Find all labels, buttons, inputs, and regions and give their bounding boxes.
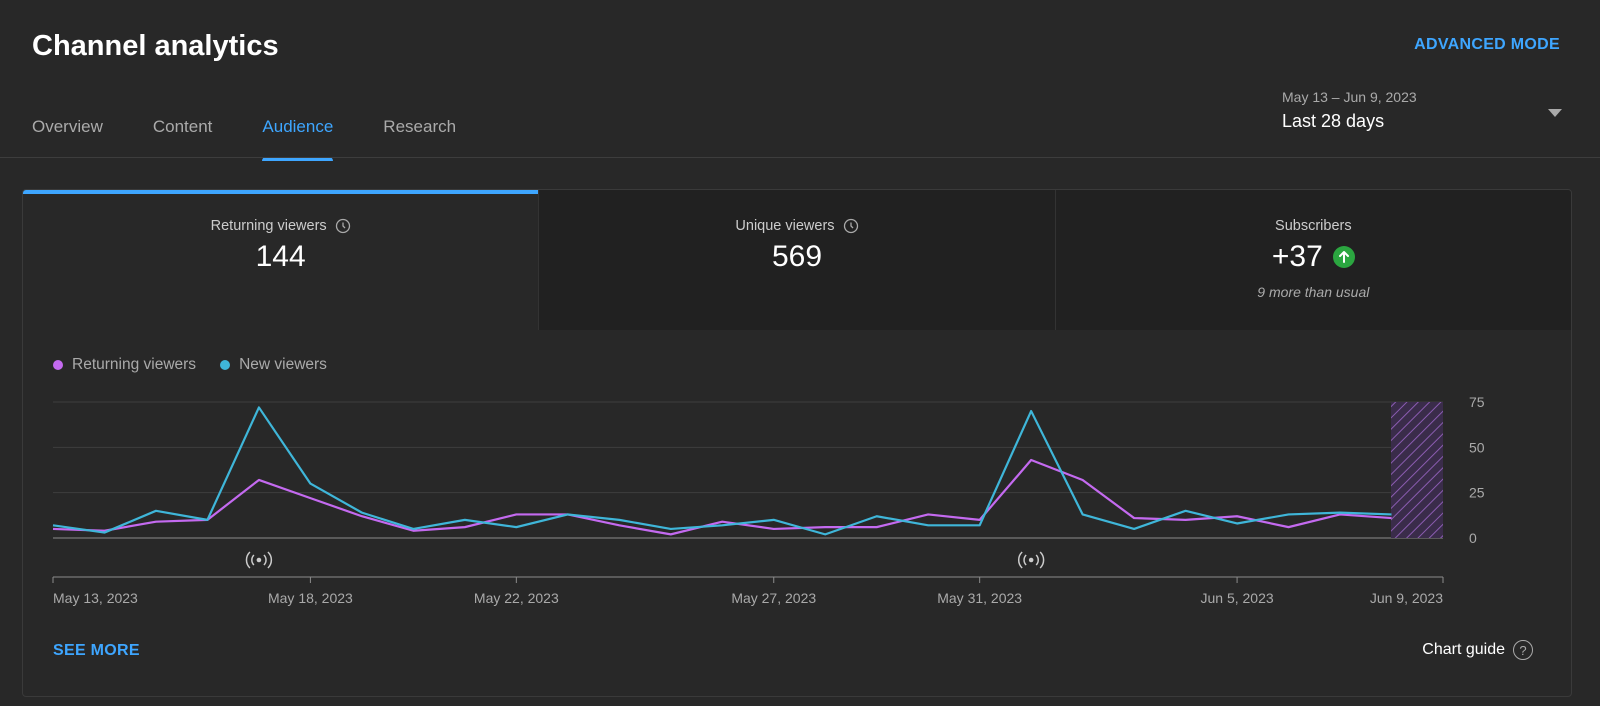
metric-label: Unique viewers <box>735 218 835 234</box>
y-tick-label: 75 <box>1469 394 1485 410</box>
x-tick-label: May 31, 2023 <box>937 590 1022 606</box>
x-tick-label: May 13, 2023 <box>53 590 138 606</box>
series-line-new-viewers <box>52 406 1392 536</box>
analytics-tabs: Overview Content Audience Research <box>32 117 506 161</box>
metric-value: 144 <box>255 240 306 273</box>
tab-research[interactable]: Research <box>383 117 457 136</box>
chart-guide-button[interactable]: Chart guide ? <box>1422 640 1533 660</box>
x-tick-label: Jun 5, 2023 <box>1200 590 1273 606</box>
legend-item-new: New viewers <box>220 356 327 374</box>
metric-label: Returning viewers <box>210 218 327 234</box>
legend-item-returning: Returning viewers <box>53 356 196 374</box>
date-range-dropdown[interactable]: May 13 – Jun 9, 2023 Last 28 days <box>1282 89 1562 132</box>
live-stream-icon[interactable] <box>1018 551 1045 569</box>
date-range-label: Last 28 days <box>1282 111 1385 131</box>
page-title: Channel analytics <box>32 30 279 62</box>
metric-unique-viewers[interactable]: Unique viewers 569 <box>538 190 1055 330</box>
y-tick-label: 25 <box>1469 485 1485 501</box>
chart-guide-label: Chart guide <box>1422 641 1505 658</box>
arrow-up-icon <box>1332 246 1355 268</box>
legend-label: Returning viewers <box>72 356 197 373</box>
viewers-line-chart[interactable]: 0 25 50 75 May 13, 2023 May 18, 2023 May 22, 2… <box>23 190 1571 630</box>
tab-content[interactable]: Content <box>152 117 213 136</box>
metric-value: 569 <box>771 240 823 273</box>
x-tick-label: May 27, 2023 <box>731 590 816 606</box>
clock-icon <box>843 218 858 234</box>
see-more-button[interactable]: SEE MORE <box>53 642 140 659</box>
metric-tabs: Returning viewers 144 Unique viewers 569… <box>23 190 1571 330</box>
audience-card: Returning viewers 144 Unique viewers 569… <box>22 189 1572 697</box>
legend-dot <box>53 360 63 370</box>
metric-returning-viewers[interactable]: Returning viewers 144 <box>23 190 539 330</box>
clock-icon <box>335 218 350 234</box>
y-tick-label: 0 <box>1469 530 1477 546</box>
x-tick-label: May 22, 2023 <box>474 590 559 606</box>
x-tick-label: May 18, 2023 <box>268 590 353 606</box>
series-line-returning-viewers <box>52 458 1392 536</box>
legend-dot <box>220 360 231 370</box>
metric-value: +37 <box>1271 240 1323 273</box>
date-range-dates: May 13 – Jun 9, 2023 <box>1282 89 1417 105</box>
metric-label: Subscribers <box>1275 218 1352 234</box>
help-icon: ? <box>1513 640 1533 660</box>
tab-audience[interactable]: Audience <box>262 117 333 161</box>
legend-label: New viewers <box>239 356 327 373</box>
metric-subscribers[interactable]: Subscribers +37 9 more than usual <box>1054 190 1571 330</box>
chart-legend: Returning viewers New viewers <box>53 356 327 374</box>
tab-overview[interactable]: Overview <box>32 117 103 136</box>
caret-down-icon <box>1548 109 1562 117</box>
y-tick-label: 50 <box>1469 439 1485 455</box>
advanced-mode-button[interactable]: ADVANCED MODE <box>1414 36 1560 53</box>
incomplete-data-band <box>1391 402 1443 538</box>
live-stream-icon[interactable] <box>245 551 273 569</box>
header-divider <box>0 157 1600 158</box>
metric-note: 9 more than usual <box>1257 284 1370 300</box>
x-tick-label: Jun 9, 2023 <box>1370 590 1443 606</box>
